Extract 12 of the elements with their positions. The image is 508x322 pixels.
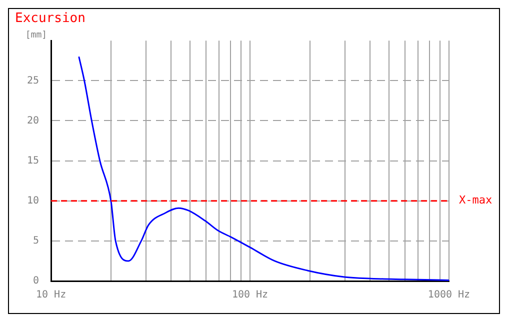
y-tick-label: 25 [26,75,40,86]
y-tick-label: 15 [26,155,40,166]
x-tick-label: 10 Hz [36,290,66,301]
x-tick-label: 1000 Hz [428,290,470,301]
y-tick-label: 20 [26,115,40,126]
y-axis-title: [mm] [25,30,48,40]
chart-title: Excursion [15,11,86,26]
x-tick-label: 100 Hz [232,290,268,301]
y-tick-label: 5 [33,236,40,247]
ref-line-label: X-max [459,194,492,207]
y-tick-label: 10 [26,195,40,206]
y-tick-label: 0 [33,276,40,287]
